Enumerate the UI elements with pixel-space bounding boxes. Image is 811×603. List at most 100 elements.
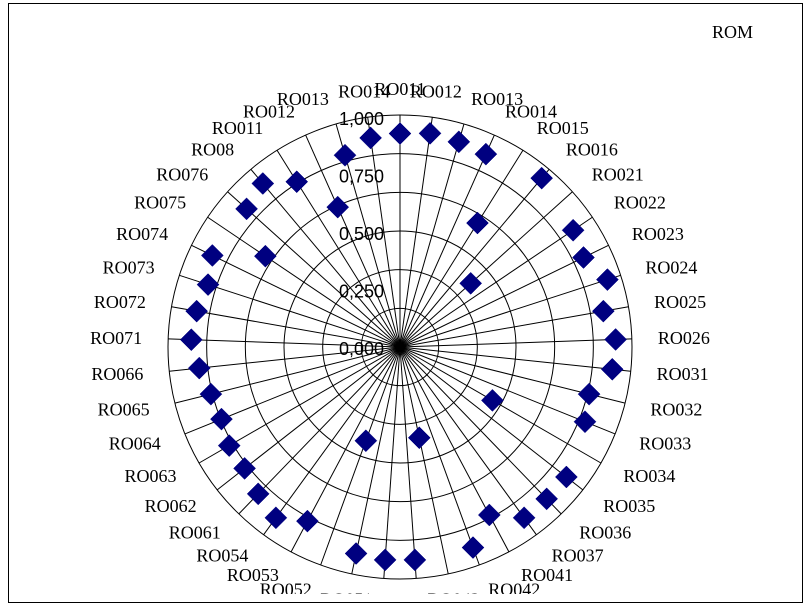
radial-tick-label: 0,750	[339, 167, 384, 187]
data-point-marker	[418, 121, 442, 145]
radial-tick-label: 0,500	[339, 224, 384, 244]
category-label: RO072	[94, 292, 146, 312]
data-point-marker	[530, 166, 554, 190]
data-point-marker	[407, 426, 431, 450]
data-point-marker	[210, 407, 233, 431]
category-label: RO054	[196, 546, 248, 566]
data-point-marker	[573, 410, 597, 434]
data-point-marker	[447, 130, 471, 154]
grid-spoke	[399, 134, 495, 348]
grid-spoke	[399, 346, 631, 372]
radial-tick-label: 0,250	[339, 282, 384, 302]
data-point-marker	[217, 434, 241, 457]
data-point-marker	[246, 482, 270, 506]
data-point-marker	[196, 273, 220, 296]
grid-spoke	[399, 346, 584, 491]
data-point-marker	[481, 389, 504, 412]
data-point-marker	[344, 542, 368, 565]
data-point-marker	[512, 506, 536, 530]
data-point-marker	[185, 299, 209, 323]
category-label: RO015	[537, 118, 589, 138]
data-point-marker	[561, 218, 585, 242]
data-point-marker	[591, 299, 615, 323]
data-point-marker	[388, 122, 412, 145]
grid-spoke	[399, 346, 480, 566]
data-point-marker	[459, 271, 483, 295]
category-label: RO063	[125, 466, 177, 486]
grid-spoke	[207, 216, 401, 348]
category-label: RO065	[98, 399, 150, 419]
category-label: RO034	[623, 466, 675, 486]
data-point-marker	[600, 357, 624, 381]
category-label: RO043	[428, 589, 480, 594]
category-label: RO037	[552, 546, 604, 566]
grid-spoke	[399, 117, 433, 348]
grid-spoke	[399, 244, 609, 348]
category-label: RO075	[134, 193, 186, 213]
grid-spoke	[238, 346, 401, 515]
data-point-marker	[333, 143, 357, 167]
category-label: RO073	[103, 257, 155, 277]
category-label: RO08	[191, 139, 234, 159]
grid-spoke	[168, 338, 401, 348]
data-point-marker	[264, 506, 288, 530]
category-label: RO032	[650, 399, 702, 419]
category-label: RO074	[116, 224, 168, 244]
radial-tick-label: 0,000	[339, 339, 384, 359]
series-markers	[179, 121, 627, 572]
category-label: RO016	[566, 139, 618, 159]
grid-spoke	[399, 338, 632, 348]
grid-spoke	[399, 346, 562, 515]
data-point-marker	[296, 509, 319, 533]
grid-spoke	[399, 149, 524, 348]
grid-spoke	[399, 346, 449, 575]
category-label: RO042	[488, 579, 540, 594]
grid-spoke	[227, 191, 401, 348]
data-point-marker	[326, 195, 350, 219]
grid-spoke	[399, 168, 550, 348]
data-point-marker	[604, 328, 627, 351]
category-label: RO012	[243, 101, 295, 121]
category-label: RO071	[90, 328, 142, 348]
data-point-marker	[596, 268, 619, 291]
category-label: RO021	[592, 164, 644, 184]
grid-spoke	[399, 191, 573, 348]
category-label: RO064	[109, 434, 161, 454]
grid-spoke	[399, 216, 593, 348]
grid-spoke	[399, 274, 621, 348]
category-label: RO076	[156, 164, 208, 184]
category-label: RO011	[374, 79, 425, 99]
data-point-marker	[187, 356, 211, 380]
data-point-marker	[179, 328, 203, 352]
grid-spoke	[399, 306, 629, 348]
data-point-marker	[577, 382, 601, 406]
grid-spoke	[250, 168, 401, 348]
category-label: RO025	[654, 292, 706, 312]
category-label: RO062	[145, 496, 197, 516]
data-point-marker	[572, 246, 595, 269]
chart-frame	[8, 3, 803, 603]
data-point-marker	[359, 126, 382, 150]
category-label: RO035	[603, 496, 655, 516]
category-label: RO031	[657, 364, 709, 384]
grid-spoke	[305, 134, 401, 348]
category-label: RO024	[645, 257, 697, 277]
grid-spoke	[399, 123, 465, 348]
data-point-marker	[285, 170, 309, 194]
legend-series-name: ROM	[712, 22, 754, 42]
category-label: RO061	[169, 523, 221, 543]
grid-spoke	[399, 346, 417, 579]
category-label: RO026	[658, 328, 710, 348]
data-point-marker	[466, 211, 489, 235]
grid-spoke	[263, 346, 401, 535]
category-label: RO022	[614, 193, 666, 213]
category-label: RO011	[212, 118, 263, 138]
data-point-marker	[403, 548, 427, 572]
data-point-marker	[354, 429, 378, 453]
category-label: RO013	[471, 89, 523, 109]
grid-spoke	[399, 346, 602, 464]
category-label: RO014	[338, 82, 390, 102]
category-label: RO041	[521, 565, 573, 585]
grid-spoke	[171, 306, 401, 348]
